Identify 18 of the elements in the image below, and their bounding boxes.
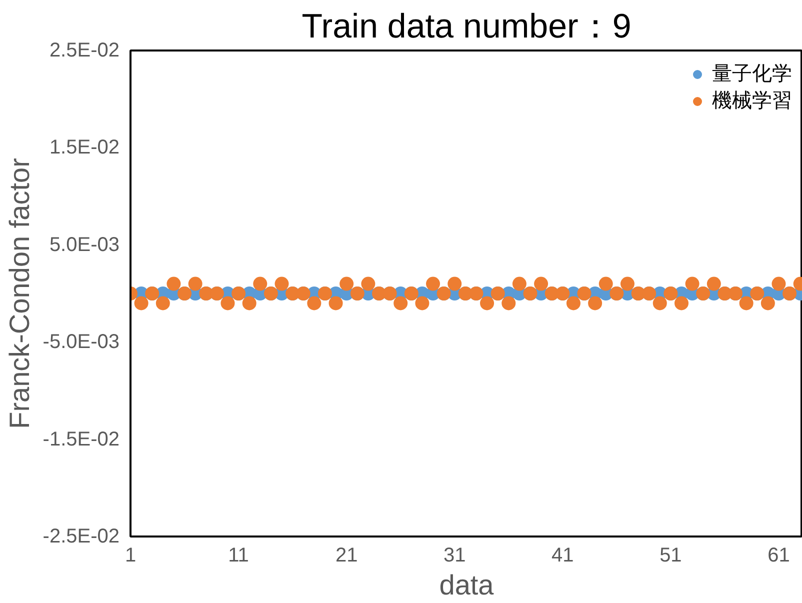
- x-tick-label: 51: [660, 544, 682, 566]
- x-tick-label: 21: [335, 544, 358, 566]
- x-tick-label: 1: [124, 544, 136, 566]
- y-tick-label: 2.5E-02: [49, 40, 120, 62]
- y-tick-label: 1.5E-02: [49, 136, 120, 159]
- x-axis-title: data: [439, 570, 494, 600]
- y-tick-label: -5.0E-03: [42, 331, 120, 354]
- chart-title: Train data number：9: [302, 8, 632, 46]
- x-tick-label: 61: [768, 544, 790, 566]
- x-tick-label: 11: [228, 544, 249, 566]
- y-tick-label: -1.5E-02: [42, 428, 120, 450]
- y-tick-label: -2.5E-02: [42, 526, 120, 548]
- x-tick-label: 41: [552, 544, 574, 566]
- legend-label: 量子化学: [712, 60, 792, 87]
- x-tick-label: 31: [443, 544, 466, 566]
- y-tick-label: 5.0E-03: [49, 234, 120, 256]
- y-axis-title: Franck-Condon factor: [4, 158, 35, 429]
- legend-label: 機械学習: [712, 87, 792, 114]
